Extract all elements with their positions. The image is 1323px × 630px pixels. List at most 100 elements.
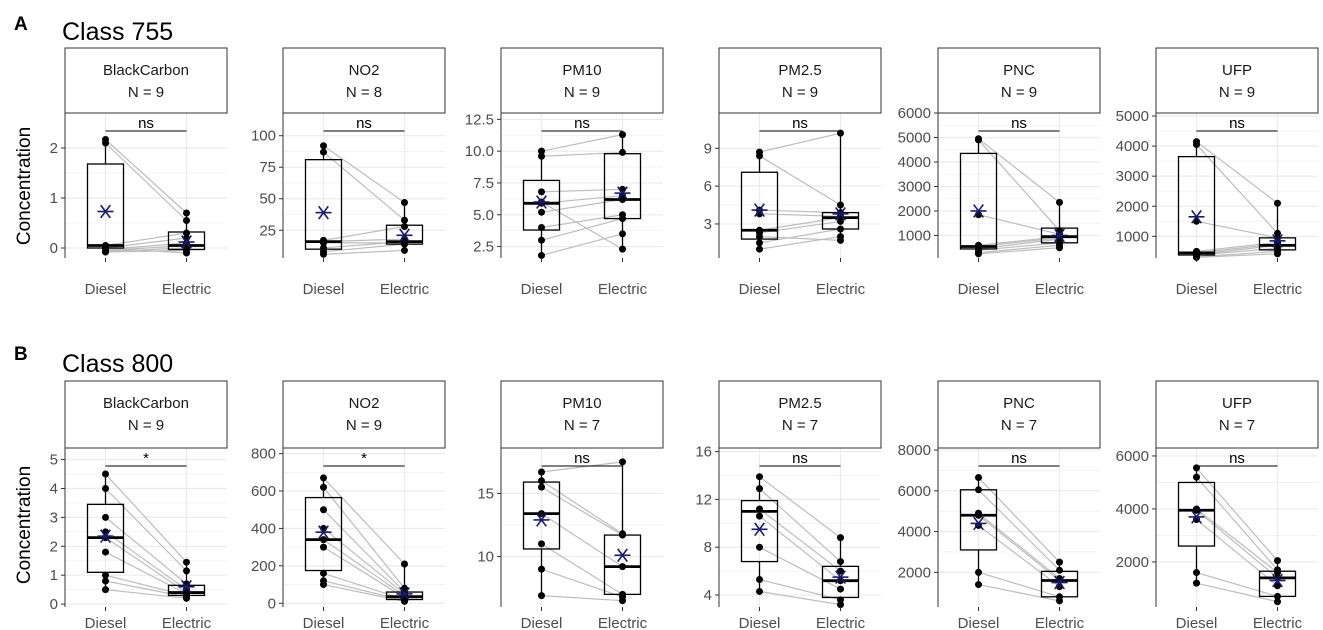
paired-line bbox=[541, 201, 623, 250]
paired-line bbox=[978, 247, 1060, 255]
paired-line bbox=[323, 539, 405, 597]
data-point-electric bbox=[619, 230, 626, 238]
y-tick-label: 1000 bbox=[1116, 228, 1149, 245]
data-point-diesel bbox=[756, 587, 763, 595]
paired-line bbox=[323, 509, 405, 593]
mean-marker-electric bbox=[832, 206, 849, 221]
facet-strip bbox=[1155, 47, 1319, 114]
plot-area bbox=[65, 113, 227, 258]
mean-marker-diesel bbox=[97, 529, 114, 544]
sig-label: * bbox=[143, 450, 149, 467]
x-tick-label: Diesel bbox=[739, 615, 781, 630]
mean-marker-electric bbox=[614, 548, 631, 563]
y-tick-label: 50 bbox=[259, 191, 276, 208]
x-tick-label: Electric bbox=[816, 281, 866, 298]
strip-n-label: N = 9 bbox=[782, 84, 818, 101]
data-point-diesel bbox=[102, 577, 109, 585]
data-point-diesel bbox=[538, 251, 545, 259]
paired-line bbox=[1196, 141, 1278, 204]
paired-line bbox=[1196, 508, 1278, 574]
paired-line bbox=[1196, 519, 1278, 587]
mean-marker-electric bbox=[1269, 233, 1286, 248]
data-point-electric bbox=[1056, 566, 1063, 574]
paired-line bbox=[978, 237, 1060, 248]
sig-label: ns bbox=[1229, 450, 1245, 467]
data-point-diesel bbox=[538, 477, 545, 485]
mean-marker-diesel bbox=[97, 204, 114, 219]
y-tick-label: 2000 bbox=[898, 564, 931, 581]
data-point-diesel bbox=[320, 506, 327, 514]
x-tick-label: Electric bbox=[1035, 281, 1085, 298]
data-point-electric bbox=[619, 245, 626, 253]
paired-line bbox=[105, 580, 187, 598]
mean-marker-diesel bbox=[751, 203, 768, 217]
plot-area bbox=[501, 113, 663, 258]
y-tick-label: 8 bbox=[704, 539, 712, 556]
x-tick-label: Electric bbox=[380, 281, 430, 298]
sig-label: ns bbox=[574, 115, 590, 132]
paired-line bbox=[759, 217, 841, 231]
y-axis-label: Concentration bbox=[14, 466, 35, 584]
data-point-diesel bbox=[538, 152, 545, 160]
data-point-diesel bbox=[102, 139, 109, 147]
paired-line bbox=[541, 217, 623, 241]
data-point-diesel bbox=[538, 565, 545, 573]
mean-stroke bbox=[617, 548, 628, 563]
paired-line bbox=[1196, 144, 1278, 234]
data-point-electric bbox=[1274, 569, 1281, 577]
data-point-electric bbox=[619, 131, 626, 139]
data-point-electric bbox=[1056, 597, 1063, 605]
mean-stroke bbox=[835, 206, 846, 221]
y-tick-label: 2000 bbox=[1116, 198, 1149, 215]
data-point-diesel bbox=[1193, 464, 1200, 472]
paired-line bbox=[323, 145, 405, 204]
data-point-diesel bbox=[538, 208, 545, 216]
mean-stroke bbox=[617, 186, 628, 201]
paired-line bbox=[105, 488, 187, 572]
mean-marker-diesel bbox=[315, 205, 332, 220]
y-tick-label: 2 bbox=[50, 140, 58, 157]
y-tick-label: 10 bbox=[477, 549, 494, 566]
chart-row-a: A Class 755 Concentration BlackCarbon N = 9 n… bbox=[14, 14, 1319, 298]
mean-stroke bbox=[399, 587, 410, 601]
plot-area bbox=[719, 113, 881, 258]
data-point-diesel bbox=[320, 474, 327, 482]
y-tick-label: 12 bbox=[695, 491, 712, 508]
y-tick-label: 5 bbox=[50, 452, 58, 469]
paired-line bbox=[105, 142, 187, 221]
data-point-diesel bbox=[975, 250, 982, 258]
strip-n-label: N = 9 bbox=[564, 84, 600, 101]
paired-line bbox=[541, 486, 623, 536]
x-tick-label: Electric bbox=[380, 615, 430, 630]
x-tick-label: Diesel bbox=[85, 281, 127, 298]
strip-pollutant: UFP bbox=[1222, 395, 1252, 412]
panel-no2: NO2 N = 9 * 0 200 400 600 800 Diesel Electric bbox=[251, 380, 446, 630]
data-point-electric bbox=[619, 563, 626, 571]
paired-line bbox=[105, 589, 187, 599]
data-point-diesel bbox=[756, 576, 763, 584]
plot-area bbox=[501, 448, 663, 607]
mean-marker-electric bbox=[178, 235, 195, 249]
data-point-diesel bbox=[756, 233, 763, 241]
row-tag: B bbox=[14, 344, 28, 365]
paired-line bbox=[541, 214, 623, 229]
strip-pollutant: PNC bbox=[1003, 62, 1035, 79]
y-tick-label: 1000 bbox=[898, 227, 931, 244]
paired-line bbox=[1196, 253, 1278, 258]
strip-n-label: N = 9 bbox=[346, 417, 382, 434]
paired-line bbox=[323, 151, 405, 221]
data-point-electric bbox=[183, 217, 190, 224]
strip-pollutant: PM2.5 bbox=[778, 62, 821, 79]
y-tick-label: 0 bbox=[268, 595, 276, 612]
data-point-electric bbox=[837, 567, 844, 575]
paired-line bbox=[541, 233, 623, 257]
data-point-diesel bbox=[102, 586, 109, 594]
data-point-electric bbox=[401, 597, 408, 605]
data-point-electric bbox=[183, 567, 190, 575]
paired-line bbox=[1196, 250, 1278, 258]
data-point-diesel bbox=[756, 239, 763, 247]
data-point-electric bbox=[401, 216, 408, 224]
mean-marker-diesel bbox=[1188, 209, 1205, 224]
box-diesel bbox=[740, 499, 779, 563]
y-tick-label: 200 bbox=[251, 558, 276, 575]
